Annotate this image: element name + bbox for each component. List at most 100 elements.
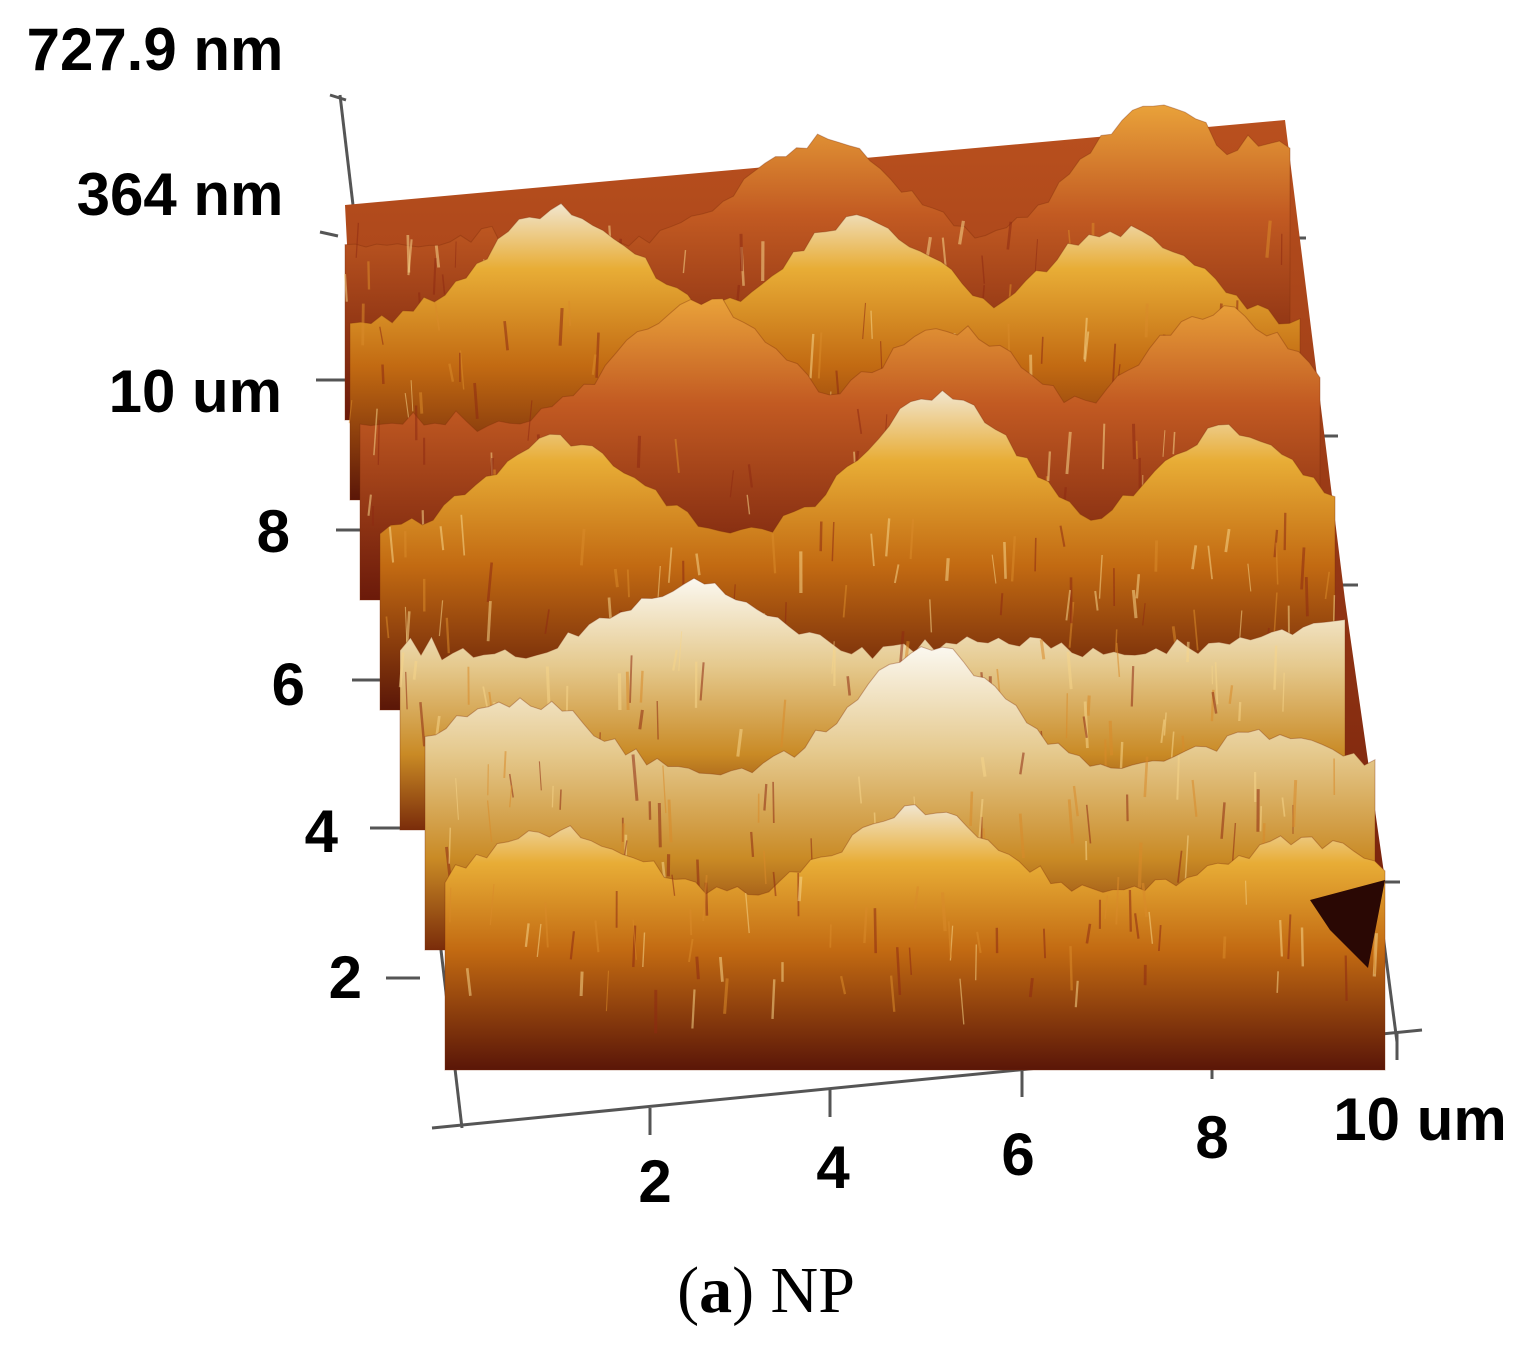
surface-texture [544,609,550,634]
surface-texture [367,494,372,516]
surface-texture [913,886,920,909]
surface-texture [1098,554,1103,599]
surface-texture [1065,589,1072,621]
surface-texture [695,956,700,980]
surface-texture [1160,719,1166,744]
surface-texture [1069,946,1073,991]
surface-texture [736,728,743,757]
surface-texture [625,671,630,711]
surface-texture [482,686,488,707]
surface-texture [617,673,622,711]
surface-texture [486,800,493,842]
surface-texture [689,909,693,936]
surface-texture [473,382,479,420]
x-tick-10: 10 um [1333,1086,1506,1153]
surface-texture [1040,336,1044,364]
surface-texture [1344,955,1348,1001]
surface-texture [976,931,982,954]
surface-texture [626,569,630,598]
surface-texture [1003,541,1007,579]
surface-texture [695,553,701,576]
surface-texture [909,518,915,560]
surface-texture [1108,720,1114,756]
surface-texture [559,789,562,810]
surface-texture [978,799,984,844]
surface-texture [1072,785,1079,817]
surface-texture [432,258,437,295]
surface-texture [1115,642,1121,677]
surface-texture [1148,911,1154,944]
surface-texture [1084,331,1090,362]
surface-texture [385,616,390,639]
surface-texture [439,526,445,551]
surface-texture [445,617,450,654]
surface-texture [1126,794,1129,822]
surface-texture [819,521,823,552]
surface-texture [377,420,380,465]
surface-texture [858,776,862,804]
surface-texture [1083,701,1089,749]
surface-texture [412,660,418,680]
surface-texture [1065,693,1068,739]
surface-texture [809,333,815,379]
surface-texture [870,310,873,339]
surface-texture [771,533,777,574]
surface-texture [1207,545,1213,580]
surface-texture [1010,536,1016,582]
surface-texture [674,438,680,473]
surface-texture [1094,590,1099,611]
surface-texture [373,408,378,456]
surface-texture [839,975,847,995]
surface-texture [750,831,755,857]
surface-texture [817,332,823,379]
surface-texture [1265,220,1272,258]
surface-texture [1115,876,1120,925]
surface-texture [1132,423,1136,460]
surface-texture [1074,980,1079,1008]
surface-ridge [424,646,1376,951]
surface-texture [1273,592,1278,634]
z-tick-max: 727.9 nm [27,16,284,83]
surface-texture [486,562,493,603]
surface-texture [404,393,410,422]
surface-texture [1135,440,1138,460]
surface-texture [580,528,586,566]
surface-texture [465,968,472,996]
x-tick-6: 6 [1001,1121,1034,1188]
surface-texture [558,308,564,346]
surface-texture [1273,645,1278,690]
surface-texture [863,906,868,944]
surface-texture [595,332,600,378]
surface-texture [1082,716,1088,738]
surface-texture [1224,528,1231,553]
z-tick-mid: 364 nm [77,161,284,228]
surface-texture [835,370,840,398]
surface-texture [999,593,1004,616]
surface-texture [747,464,754,488]
surface-texture [945,558,950,581]
caption-rest: ) NP [732,1254,855,1327]
caption-open: ( [677,1254,700,1327]
surface-texture [1143,756,1149,798]
surface-texture [1245,880,1247,905]
surface-texture [1191,545,1198,570]
surface-texture [1086,695,1091,716]
surface-texture [991,554,997,584]
surface-texture [1184,835,1189,881]
surface-texture [1135,574,1141,599]
surface-texture [632,919,637,960]
surface-texture [763,850,767,885]
surface-texture [746,494,751,515]
surface-texture [594,920,600,953]
surface-texture [702,875,708,921]
surface-texture [771,979,776,1019]
surface-texture [632,925,637,968]
surface-texture [524,923,530,948]
surface-texture [873,908,877,954]
surface-texture [940,892,947,932]
surface-texture [1292,780,1298,828]
surface-texture [527,400,533,441]
surface-texture [1275,542,1279,585]
surface-texture [486,601,492,642]
surface-texture [434,245,441,268]
